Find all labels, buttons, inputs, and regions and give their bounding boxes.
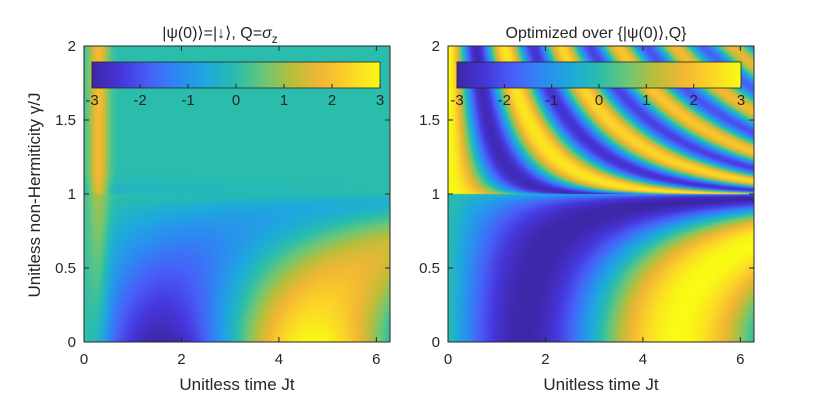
right-x-tick-label: 6: [736, 351, 744, 368]
left-y-tick-label: 1.5: [55, 112, 76, 129]
right-x-tick-label: 2: [541, 351, 549, 368]
left-x-tick-label: 0: [80, 351, 88, 368]
right-y-tick-label: 0.5: [419, 260, 440, 277]
right-x-ticks: 0 2 4 6: [444, 46, 745, 368]
right-colorbar-gradient: [457, 62, 741, 88]
right-colorbar-tick-label: 2: [689, 92, 697, 109]
left-x-ticks: 0 2 4 6: [80, 46, 381, 368]
right-x-axis-label: Unitless time Jt: [543, 375, 659, 394]
left-y-tick-label: 2: [68, 38, 76, 55]
right-y-ticks: 0 0.5 1 1.5 2: [419, 38, 754, 351]
right-colorbar-tick-label: -2: [498, 92, 511, 109]
left-colorbar-tick-label: 1: [280, 92, 288, 109]
left-colorbar-tick-label: 3: [376, 92, 384, 109]
left-colorbar-tick-label: -1: [181, 92, 194, 109]
left-colorbar-tick-label: -3: [85, 92, 98, 109]
right-colorbar-tick-label: -3: [450, 92, 463, 109]
left-y-tick-label: 1: [68, 186, 76, 203]
left-colorbar-ticks: -3 -2 -1 0 1 2 3: [85, 84, 384, 109]
right-title: Optimized over {|ψ(0)⟩,Q}: [506, 25, 688, 42]
left-colorbar-gradient: [92, 62, 380, 88]
left-x-tick-label: 6: [372, 351, 380, 368]
right-x-tick-label: 4: [639, 351, 647, 368]
right-y-tick-label: 1.5: [419, 112, 440, 129]
left-y-axis-label: Unitless non-Hermiticity γ/J: [25, 93, 44, 298]
left-colorbar-tick-label: 2: [328, 92, 336, 109]
left-title: |ψ(0)⟩=|↓⟩, Q=σz: [162, 25, 277, 46]
left-colorbar-tick-label: -2: [133, 92, 146, 109]
left-y-tick-label: 0.5: [55, 260, 76, 277]
left-heatmap-image: [84, 46, 390, 342]
right-colorbar-tick-label: 1: [642, 92, 650, 109]
right-panel: Optimized over {|ψ(0)⟩,Q} -3 -2 -1 0 1 2 3 0 2 4…: [419, 25, 755, 394]
right-y-tick-label: 2: [432, 38, 440, 55]
right-colorbar-tick-label: 0: [595, 92, 603, 109]
left-y-ticks: 0 0.5 1 1.5 2: [55, 38, 390, 351]
right-y-tick-label: 1: [432, 186, 440, 203]
left-panel: |ψ(0)⟩=|↓⟩, Q=σz -3 -2 -1 0 1 2 3 0 2 4 6 0 0.5 1 1.…: [25, 25, 391, 394]
left-x-tick-label: 4: [275, 351, 283, 368]
right-colorbar-tick-label: 3: [737, 92, 745, 109]
left-x-tick-label: 2: [177, 351, 185, 368]
left-y-tick-label: 0: [68, 334, 76, 351]
right-x-tick-label: 0: [444, 351, 452, 368]
right-colorbar-ticks: -3 -2 -1 0 1 2 3: [450, 84, 745, 109]
right-colorbar-tick-label: -1: [545, 92, 558, 109]
right-y-tick-label: 0: [432, 334, 440, 351]
right-heatmap-image: [448, 46, 754, 342]
left-colorbar-tick-label: 0: [232, 92, 240, 109]
left-x-axis-label: Unitless time Jt: [179, 375, 295, 394]
